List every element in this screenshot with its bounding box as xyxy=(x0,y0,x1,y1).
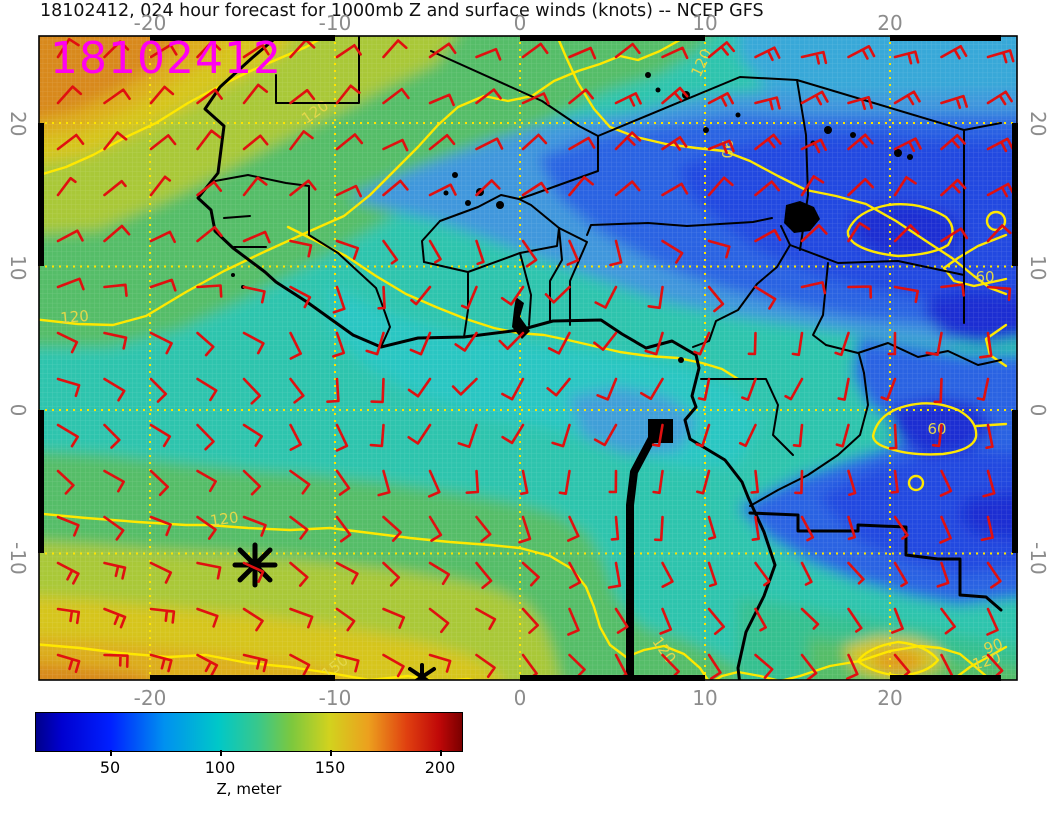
lon-tick-bottom: -20 xyxy=(133,686,167,710)
wind-barb-glyphs xyxy=(56,37,1015,680)
colorbar-tick-label: 50 xyxy=(99,758,121,777)
lon-tick-top: 0 xyxy=(513,11,527,35)
africa-coastline xyxy=(196,36,777,680)
wind-barbs xyxy=(56,37,1015,680)
colorbar-tick-mark xyxy=(110,750,112,756)
lon-tick-top: -20 xyxy=(133,11,167,35)
lon-tick-bottom: -10 xyxy=(318,686,352,710)
graticule-mesh xyxy=(39,36,1017,680)
lakes-and-islands xyxy=(231,72,913,463)
contour-label: 120 xyxy=(209,508,240,530)
contour-label: 120 xyxy=(60,307,90,327)
asterisk-marker xyxy=(232,542,278,588)
colorbar-tick-label: 200 xyxy=(424,758,456,777)
coastline-and-borders xyxy=(196,36,1003,680)
contour-label: 60 xyxy=(975,268,994,286)
colorbar-tick-mark xyxy=(330,750,332,756)
colorbar: 50 100 150 200 Z, meter xyxy=(35,712,463,798)
lon-tick-top: 10 xyxy=(692,11,718,35)
figure-title: 18102412, 024 hour forecast for 1000mb Z… xyxy=(40,1,764,21)
colorbar-tick-label: 150 xyxy=(314,758,346,777)
colorbar-tick-mark xyxy=(220,750,222,756)
thick-boundary-line xyxy=(626,434,656,680)
model-run-timestamp: 18102412 xyxy=(50,33,282,84)
colorbar-label: Z, meter xyxy=(216,780,282,798)
colorbar-tick-mark xyxy=(440,750,442,756)
lon-tick-top: 20 xyxy=(877,11,903,35)
colorbar-tick-label: 100 xyxy=(204,758,236,777)
contour-label: 90 xyxy=(981,635,1005,658)
map-frame xyxy=(38,35,1018,681)
asterisk-marker-partial xyxy=(408,663,436,680)
lake-chad xyxy=(784,201,820,233)
lon-tick-bottom: 20 xyxy=(877,686,903,710)
lon-tick-bottom: 10 xyxy=(692,686,718,710)
contour-label: 60 xyxy=(927,420,946,438)
lon-tick-top: -10 xyxy=(318,11,352,35)
lake-volta xyxy=(512,297,530,339)
map-canvas: 120 120 120 90 60 60 120 150 120 90 120 xyxy=(38,35,1018,681)
colorbar-gradient xyxy=(35,712,463,752)
lon-tick-bottom: 0 xyxy=(513,686,527,710)
